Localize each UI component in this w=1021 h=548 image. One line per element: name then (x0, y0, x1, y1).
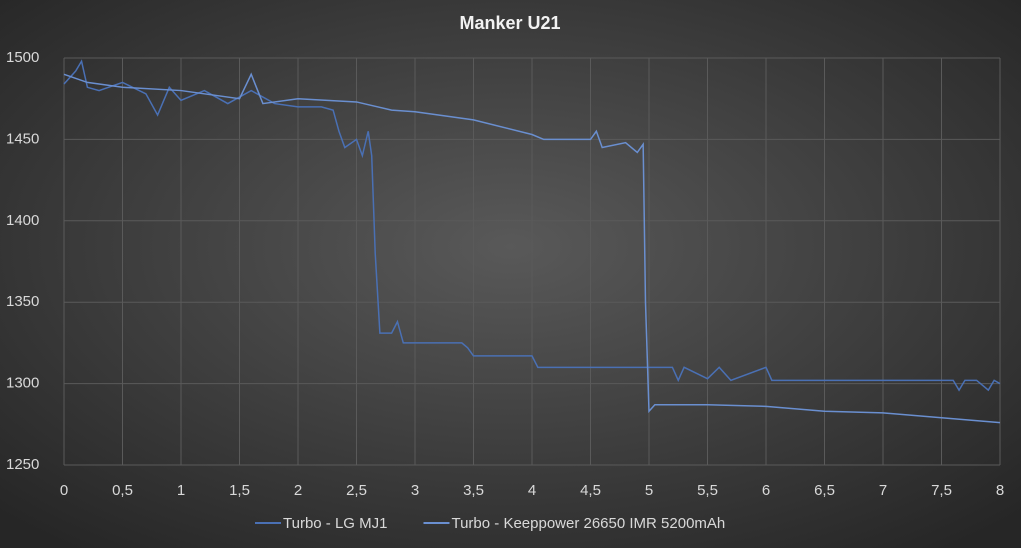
x-tick-label: 7,5 (931, 482, 952, 499)
x-tick-label: 0 (60, 482, 68, 499)
x-tick-label: 5,5 (697, 482, 718, 499)
y-tick-label: 1500 (6, 49, 39, 66)
x-tick-label: 6 (762, 482, 770, 499)
x-tick-label: 4 (528, 482, 536, 499)
x-tick-label: 1,5 (229, 482, 250, 499)
y-tick-label: 1450 (6, 130, 39, 147)
x-tick-label: 2 (294, 482, 302, 499)
chart-title: Manker U21 (459, 13, 560, 33)
x-tick-label: 7 (879, 482, 887, 499)
y-tick-label: 1250 (6, 456, 39, 473)
y-tick-label: 1300 (6, 375, 39, 392)
y-tick-label: 1400 (6, 212, 39, 229)
x-tick-label: 2,5 (346, 482, 367, 499)
x-tick-label: 0,5 (112, 482, 133, 499)
x-tick-label: 3,5 (463, 482, 484, 499)
y-tick-label: 1350 (6, 293, 39, 310)
x-tick-label: 1 (177, 482, 185, 499)
x-tick-label: 8 (996, 482, 1004, 499)
x-tick-label: 6,5 (814, 482, 835, 499)
x-tick-label: 4,5 (580, 482, 601, 499)
legend-label: Turbo - Keeppower 26650 IMR 5200mAh (451, 515, 725, 532)
x-tick-label: 3 (411, 482, 419, 499)
legend-label: Turbo - LG MJ1 (283, 515, 387, 532)
x-tick-label: 5 (645, 482, 653, 499)
series-line (63, 72, 1001, 424)
